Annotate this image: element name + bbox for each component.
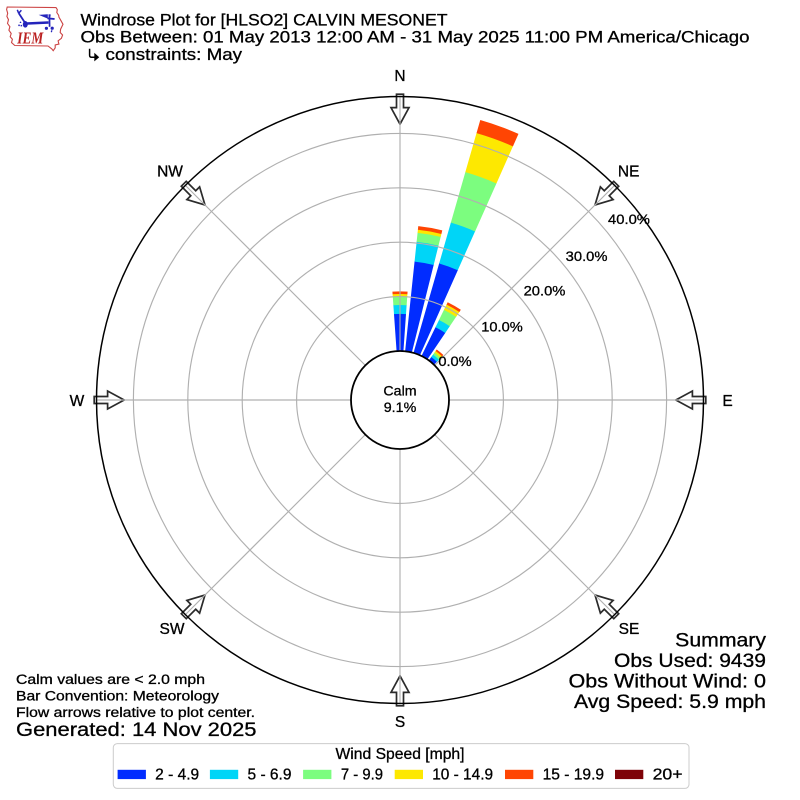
svg-text:5 - 6.9: 5 - 6.9 xyxy=(248,767,292,784)
svg-text:Obs Without Wind: 0: Obs Without Wind: 0 xyxy=(569,670,767,692)
svg-text:Wind Speed [mph]: Wind Speed [mph] xyxy=(336,746,465,763)
svg-text:15 - 19.9: 15 - 19.9 xyxy=(543,767,605,784)
svg-text:Obs Between: 01 May 2013 12:00: Obs Between: 01 May 2013 12:00 AM - 31 M… xyxy=(81,29,750,47)
svg-text:Flow arrows relative to plot c: Flow arrows relative to plot center. xyxy=(16,705,255,720)
svg-text:Obs Used: 9439: Obs Used: 9439 xyxy=(614,650,766,672)
svg-text:7 - 9.9: 7 - 9.9 xyxy=(341,767,383,784)
svg-text:Bar Convention: Meteorology: Bar Convention: Meteorology xyxy=(16,689,219,704)
svg-text:10.0%: 10.0% xyxy=(481,319,522,335)
svg-text:Summary: Summary xyxy=(675,629,766,651)
svg-text:SE: SE xyxy=(619,621,640,638)
svg-text:S: S xyxy=(395,714,405,731)
svg-text:NE: NE xyxy=(618,163,640,180)
svg-text:Windrose Plot for [HLSO2] CALV: Windrose Plot for [HLSO2] CALVIN MESONET xyxy=(81,12,448,30)
svg-text:0.0%: 0.0% xyxy=(438,353,471,369)
svg-text:NW: NW xyxy=(157,163,183,180)
svg-text:30.0%: 30.0% xyxy=(566,248,608,264)
svg-text:Calm: Calm xyxy=(383,382,416,398)
svg-text:Generated: 14 Nov 2025: Generated: 14 Nov 2025 xyxy=(16,719,257,741)
svg-text:20.0%: 20.0% xyxy=(524,283,566,299)
svg-text:Calm values are < 2.0 mph: Calm values are < 2.0 mph xyxy=(16,672,205,687)
svg-text:W: W xyxy=(70,393,85,410)
svg-text:IEM: IEM xyxy=(17,29,44,48)
svg-text:10 - 14.9: 10 - 14.9 xyxy=(432,767,493,784)
svg-text:N: N xyxy=(394,68,405,85)
svg-text:40.0%: 40.0% xyxy=(608,211,650,227)
svg-text:9.1%: 9.1% xyxy=(384,399,417,415)
svg-text:20+: 20+ xyxy=(653,767,683,784)
svg-text:Avg Speed: 5.9 mph: Avg Speed: 5.9 mph xyxy=(574,691,766,713)
svg-text:E: E xyxy=(722,393,732,410)
svg-text:constraints: May: constraints: May xyxy=(106,46,243,64)
svg-text:SW: SW xyxy=(160,621,185,638)
svg-text:2 - 4.9: 2 - 4.9 xyxy=(155,767,199,784)
